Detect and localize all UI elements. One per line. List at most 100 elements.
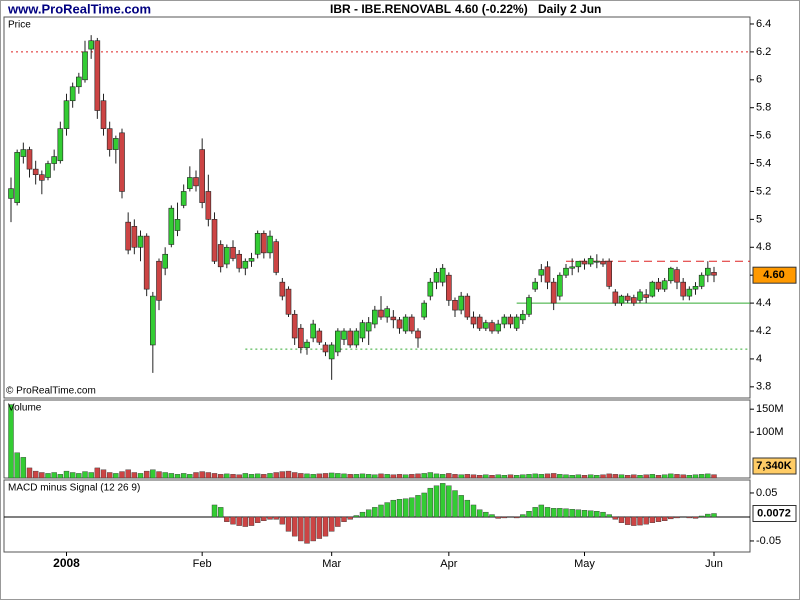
bar bbox=[643, 474, 649, 479]
bar bbox=[26, 467, 33, 479]
bar bbox=[291, 516, 298, 537]
candle-body bbox=[254, 233, 261, 255]
candle-body bbox=[137, 235, 144, 248]
candle-body bbox=[464, 295, 471, 318]
candle-body bbox=[236, 253, 242, 269]
bar bbox=[205, 472, 212, 479]
bar bbox=[427, 487, 434, 518]
candle-body bbox=[692, 286, 699, 290]
bar bbox=[322, 516, 329, 537]
candle-body bbox=[563, 267, 569, 276]
candle-body bbox=[174, 219, 181, 231]
candle-body bbox=[76, 76, 82, 88]
bar bbox=[415, 473, 421, 479]
bar bbox=[532, 507, 538, 518]
candle-body bbox=[668, 267, 674, 282]
bar bbox=[291, 472, 298, 479]
bar bbox=[674, 474, 680, 479]
candle-body bbox=[69, 86, 76, 102]
bar bbox=[587, 474, 594, 479]
bar bbox=[279, 471, 286, 479]
candle-body bbox=[359, 322, 366, 339]
bar bbox=[285, 516, 292, 532]
bar bbox=[649, 516, 656, 523]
bar bbox=[267, 473, 273, 479]
candle-body bbox=[125, 221, 131, 251]
bar bbox=[211, 473, 218, 479]
candle-body bbox=[8, 188, 14, 199]
candle-body bbox=[513, 316, 520, 329]
candle-body bbox=[291, 313, 298, 339]
candle-body bbox=[526, 297, 532, 315]
candle-body bbox=[168, 207, 175, 245]
candle-body bbox=[304, 341, 310, 349]
bar bbox=[569, 509, 575, 518]
bar bbox=[82, 471, 88, 479]
bar bbox=[692, 516, 699, 519]
bar bbox=[143, 470, 150, 479]
bar bbox=[606, 473, 612, 479]
bar bbox=[581, 510, 588, 518]
bar bbox=[452, 490, 458, 518]
bar bbox=[94, 467, 101, 479]
bar bbox=[32, 470, 39, 479]
bar bbox=[600, 511, 606, 518]
bar bbox=[298, 516, 304, 542]
candle-body bbox=[88, 40, 94, 50]
bar bbox=[544, 473, 551, 479]
bar bbox=[119, 471, 125, 479]
bar bbox=[63, 470, 70, 479]
candle-body bbox=[32, 168, 39, 176]
bar bbox=[526, 474, 532, 479]
candle-body bbox=[94, 40, 101, 111]
bar bbox=[624, 475, 631, 479]
candle-body bbox=[655, 281, 662, 290]
candle-body bbox=[180, 191, 187, 206]
bar bbox=[686, 516, 693, 519]
candle-body bbox=[612, 291, 619, 304]
bar bbox=[162, 472, 168, 479]
bar bbox=[328, 516, 335, 532]
bar bbox=[612, 474, 619, 479]
bar bbox=[242, 473, 249, 479]
candle-body bbox=[507, 316, 514, 325]
candle-body bbox=[458, 295, 464, 311]
candle-body bbox=[267, 235, 273, 254]
bar bbox=[304, 516, 310, 544]
candle-body bbox=[261, 233, 267, 254]
bar bbox=[236, 474, 242, 479]
panel bbox=[3, 399, 751, 479]
bar bbox=[501, 516, 508, 519]
candle-body bbox=[57, 128, 64, 162]
bar bbox=[421, 473, 427, 479]
candle-body bbox=[199, 149, 205, 203]
bar bbox=[631, 474, 637, 479]
bar bbox=[507, 474, 514, 479]
candle-body bbox=[631, 297, 637, 304]
bar bbox=[378, 473, 384, 479]
bar bbox=[427, 472, 434, 479]
x-tick-label: May bbox=[574, 558, 595, 570]
bar bbox=[489, 514, 495, 518]
bar bbox=[199, 471, 205, 479]
bar bbox=[655, 475, 662, 479]
bar bbox=[187, 474, 193, 479]
y-tick-label: 5.2 bbox=[756, 185, 771, 197]
bar bbox=[711, 474, 717, 479]
bar bbox=[618, 516, 625, 523]
bar bbox=[661, 474, 668, 479]
candle-body bbox=[624, 295, 631, 301]
bar bbox=[180, 473, 187, 479]
candle-body bbox=[705, 267, 711, 276]
bar bbox=[396, 474, 403, 479]
x-tick-label: 2008 bbox=[53, 556, 80, 570]
bar bbox=[310, 474, 316, 479]
candle-body bbox=[711, 272, 717, 276]
y-tick-label: 6 bbox=[756, 74, 762, 86]
bar bbox=[692, 474, 699, 479]
bar bbox=[446, 485, 452, 518]
footer: © ProRealTime.com bbox=[6, 386, 96, 397]
bar bbox=[575, 509, 582, 518]
candle-body bbox=[384, 308, 390, 318]
candle-body bbox=[372, 309, 378, 325]
